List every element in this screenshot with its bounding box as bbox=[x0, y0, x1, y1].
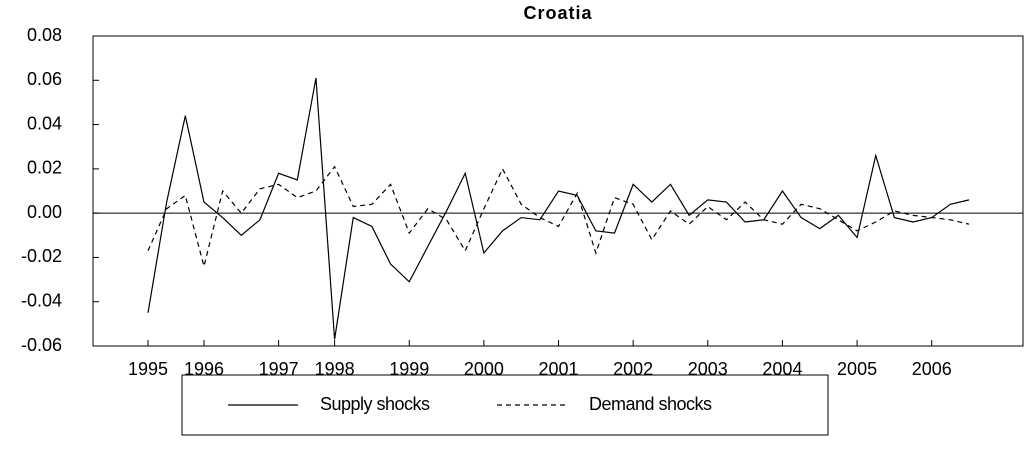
y-tick-label: -0.04 bbox=[21, 290, 62, 310]
series-line bbox=[147, 77, 970, 340]
y-tick-label: -0.06 bbox=[21, 335, 62, 355]
x-tick-label: 2004 bbox=[762, 359, 802, 379]
plot-frame bbox=[92, 35, 1024, 347]
x-tick-label: 1999 bbox=[389, 359, 429, 379]
x-tick-label: 2002 bbox=[613, 359, 653, 379]
y-tick-label: 0.08 bbox=[27, 25, 62, 45]
y-tick-label: 0.02 bbox=[27, 158, 62, 178]
x-tick-label: 2001 bbox=[538, 359, 578, 379]
y-tick-label: 0.04 bbox=[27, 113, 62, 133]
legend-box bbox=[181, 374, 829, 436]
x-tick-label: 2005 bbox=[837, 359, 877, 379]
x-tick-label: 1995 bbox=[128, 359, 168, 379]
y-tick-label: 0.00 bbox=[27, 202, 62, 222]
series-line bbox=[147, 165, 970, 267]
x-tick-label: 1997 bbox=[259, 359, 299, 379]
x-tick-label: 1996 bbox=[184, 359, 224, 379]
chart-title: Croatia bbox=[523, 3, 592, 23]
y-tick-label: -0.02 bbox=[21, 246, 62, 266]
x-tick-label: 1998 bbox=[315, 359, 355, 379]
y-tick-label: 0.06 bbox=[27, 69, 62, 89]
legend-label: Demand shocks bbox=[589, 394, 712, 414]
x-tick-label: 2000 bbox=[464, 359, 504, 379]
x-tick-label: 2003 bbox=[688, 359, 728, 379]
x-tick-label: 2006 bbox=[912, 359, 952, 379]
legend-label: Supply shocks bbox=[320, 394, 430, 414]
